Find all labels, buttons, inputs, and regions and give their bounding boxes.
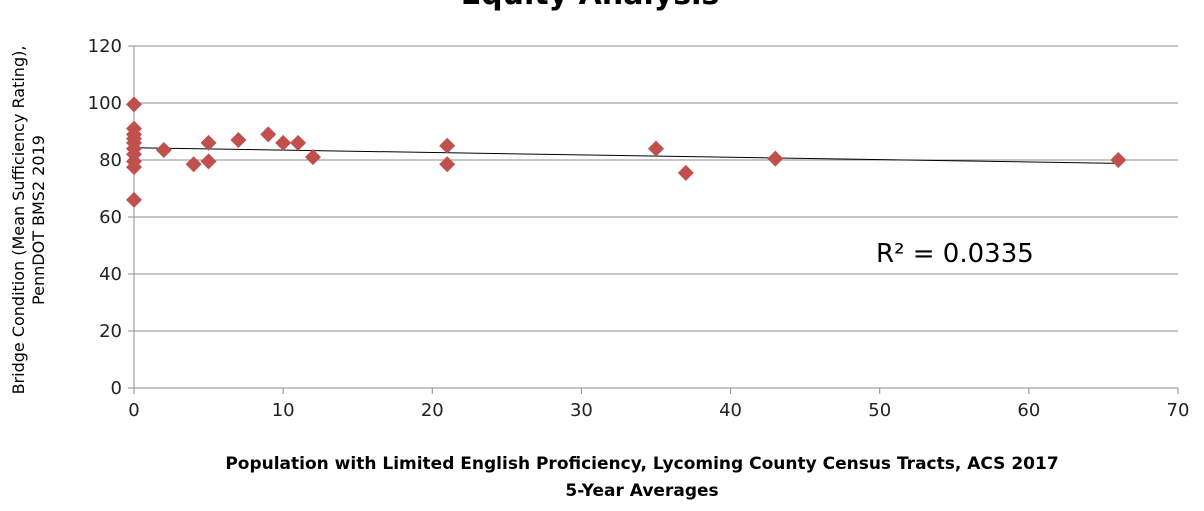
x-tick-label-30: 30 <box>570 400 593 421</box>
data-point-8 <box>126 159 142 176</box>
y-axis-title-line-2: PennDOT BMS2 2019 <box>29 135 48 305</box>
y-axis-ticks: 0 20 40 60 80 100 120 <box>88 36 134 399</box>
data-point-21 <box>648 140 664 157</box>
x-tick-label-20: 20 <box>421 400 444 421</box>
y-tick-label-40: 40 <box>99 264 122 285</box>
data-point-15 <box>260 126 277 143</box>
x-axis-title-line-1: Population with Limited English Proficie… <box>225 454 1058 474</box>
x-tick-label-40: 40 <box>719 400 742 421</box>
x-tick-label-50: 50 <box>868 400 891 421</box>
x-axis-ticks: 0 10 20 30 40 50 60 70 <box>128 388 1189 421</box>
chart-title: Equity Analysis <box>461 0 720 12</box>
data-point-17 <box>290 134 307 151</box>
y-tick-label-20: 20 <box>99 321 122 342</box>
data-point-0 <box>126 96 142 113</box>
r-squared-label: R² = 0.0335 <box>876 239 1034 269</box>
data-point-12 <box>200 134 217 151</box>
data-point-24 <box>1110 152 1127 168</box>
x-tick-label-0: 0 <box>128 400 139 421</box>
y-tick-label-100: 100 <box>88 93 122 114</box>
trendline-line <box>133 147 1119 164</box>
data-point-13 <box>200 153 217 170</box>
data-point-19 <box>439 137 456 154</box>
gridlines <box>134 45 1178 332</box>
x-tick-label-60: 60 <box>1017 400 1040 421</box>
x-axis-title-line-2: 5-Year Averages <box>565 481 718 501</box>
x-tick-label-70: 70 <box>1167 400 1190 421</box>
data-point-14 <box>230 132 247 149</box>
data-point-10 <box>155 142 172 159</box>
data-points <box>126 96 1127 208</box>
data-point-22 <box>677 164 694 181</box>
data-point-9 <box>126 191 142 208</box>
trendline <box>133 147 1119 164</box>
y-tick-label-0: 0 <box>111 378 122 399</box>
data-point-18 <box>304 149 321 166</box>
data-point-16 <box>275 134 292 151</box>
y-tick-label-80: 80 <box>99 150 122 171</box>
y-axis-title-line-1: Bridge Condition (Mean Sufficiency Ratin… <box>9 46 28 395</box>
y-tick-label-120: 120 <box>88 36 122 57</box>
data-point-11 <box>185 156 202 173</box>
y-tick-label-60: 60 <box>99 207 122 228</box>
data-point-23 <box>767 150 784 167</box>
data-point-20 <box>439 156 456 173</box>
x-tick-label-10: 10 <box>272 400 295 421</box>
